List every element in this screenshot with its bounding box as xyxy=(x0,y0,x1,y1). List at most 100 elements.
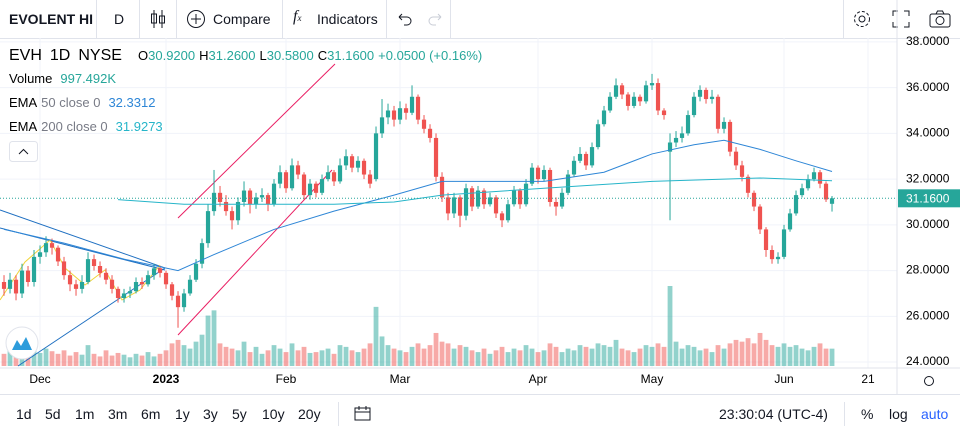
volume-bar xyxy=(649,346,655,366)
candle-body xyxy=(343,156,349,166)
volume-bar xyxy=(607,346,613,366)
volume-bar xyxy=(301,346,307,366)
candle-body xyxy=(175,295,181,308)
candle-body xyxy=(91,259,97,267)
candle-body xyxy=(703,89,709,100)
range-button[interactable]: 1d xyxy=(16,406,32,422)
candle-body xyxy=(361,160,367,175)
indicator-params: 200 close 0 xyxy=(41,119,108,134)
volume-bar xyxy=(673,341,679,366)
volume-bar xyxy=(391,348,397,366)
range-button[interactable]: 20y xyxy=(298,406,321,422)
indicator-params: 50 close 0 xyxy=(41,95,100,110)
candle-body xyxy=(253,197,259,205)
volume-bar xyxy=(103,350,109,366)
last-price-box xyxy=(898,189,960,208)
candle-body xyxy=(427,128,433,138)
candle-body xyxy=(205,211,211,244)
volume-bar xyxy=(805,350,811,366)
percent-toggle[interactable]: % xyxy=(861,406,874,422)
candle-body xyxy=(331,172,337,182)
candle-body xyxy=(553,201,559,207)
collapse-icon xyxy=(18,148,29,155)
candle-body xyxy=(523,183,529,205)
range-button[interactable]: 3m xyxy=(108,406,128,422)
volume-bar xyxy=(229,348,235,366)
bottom-border xyxy=(0,394,960,395)
volume-bar xyxy=(355,352,361,366)
interval-button[interactable]: D xyxy=(114,11,125,27)
range-button[interactable]: 1y xyxy=(175,406,190,422)
volume-bar xyxy=(427,345,433,366)
volume-bar xyxy=(445,343,451,366)
candle-body xyxy=(409,96,415,113)
candle-body xyxy=(655,83,661,111)
volume-bar xyxy=(7,350,13,366)
indicators-icon[interactable]: fx xyxy=(293,8,302,25)
volume-bar xyxy=(157,353,163,366)
volume-bar xyxy=(667,286,673,366)
candle-body xyxy=(697,89,703,97)
volume-bar xyxy=(541,350,547,366)
collapse-legend[interactable] xyxy=(9,141,38,162)
symbol-search[interactable]: EVOLENT HI xyxy=(9,11,93,27)
y-tick-label: 28.0000 xyxy=(906,263,950,277)
candle-body xyxy=(115,288,121,299)
volume-bar xyxy=(325,348,331,366)
interval: 1D xyxy=(50,47,70,64)
undo-redo[interactable] xyxy=(396,11,446,27)
candle-body xyxy=(763,229,769,250)
volume-bar xyxy=(223,346,229,366)
logo[interactable] xyxy=(5,326,39,360)
range-button[interactable]: 5d xyxy=(45,406,61,422)
volume-bar xyxy=(139,355,145,366)
indicators-button[interactable]: Indicators xyxy=(317,11,378,27)
volume-bar xyxy=(535,352,541,366)
date-range-icon[interactable] xyxy=(354,405,372,421)
candle-body xyxy=(133,282,139,292)
candle-body xyxy=(223,201,229,212)
candle-body xyxy=(259,195,265,198)
volume-bar xyxy=(367,343,373,366)
x-tick-label: Dec xyxy=(29,372,50,386)
volume-bar xyxy=(283,352,289,366)
candle-body xyxy=(247,190,253,205)
candle-body xyxy=(571,160,577,175)
time-axis-settings[interactable] xyxy=(924,376,934,386)
fullscreen-icon[interactable] xyxy=(892,10,910,28)
screenshot-icon[interactable] xyxy=(929,9,951,29)
volume-bar xyxy=(37,352,43,366)
value: 30.5800 xyxy=(267,48,314,63)
x-tick-label: Feb xyxy=(276,372,297,386)
volume-bar xyxy=(163,350,169,366)
candle-body xyxy=(217,192,223,202)
separator xyxy=(844,402,845,426)
chart-type-icon[interactable] xyxy=(150,9,166,29)
range-button[interactable]: 6m xyxy=(141,406,161,422)
volume-bar xyxy=(91,353,97,366)
volume-bar xyxy=(529,348,535,366)
change: +0.0500 (+0.16%) xyxy=(378,48,482,63)
candle-body xyxy=(727,121,733,152)
channel-line xyxy=(177,169,333,336)
compare-icon[interactable] xyxy=(186,9,206,29)
candle-body xyxy=(595,124,601,148)
candle-body xyxy=(397,108,403,120)
volume-bar xyxy=(757,332,763,366)
exchange: NYSE xyxy=(78,47,122,64)
volume-bar xyxy=(379,336,385,366)
range-button[interactable]: 10y xyxy=(262,406,285,422)
volume-bar xyxy=(493,350,499,366)
compare-button[interactable]: Compare xyxy=(213,11,271,27)
log-toggle[interactable]: log xyxy=(889,406,908,422)
range-button[interactable]: 1m xyxy=(75,406,95,422)
volume-bar xyxy=(559,352,565,366)
auto-toggle[interactable]: auto xyxy=(921,406,949,422)
range-button[interactable]: 3y xyxy=(203,406,218,422)
indicator-legend: EMA 50 close 0 32.3312 xyxy=(9,95,155,110)
separator xyxy=(386,0,387,38)
settings-icon[interactable] xyxy=(852,9,872,29)
range-button[interactable]: 5y xyxy=(232,406,247,422)
volume-bar xyxy=(583,346,589,366)
